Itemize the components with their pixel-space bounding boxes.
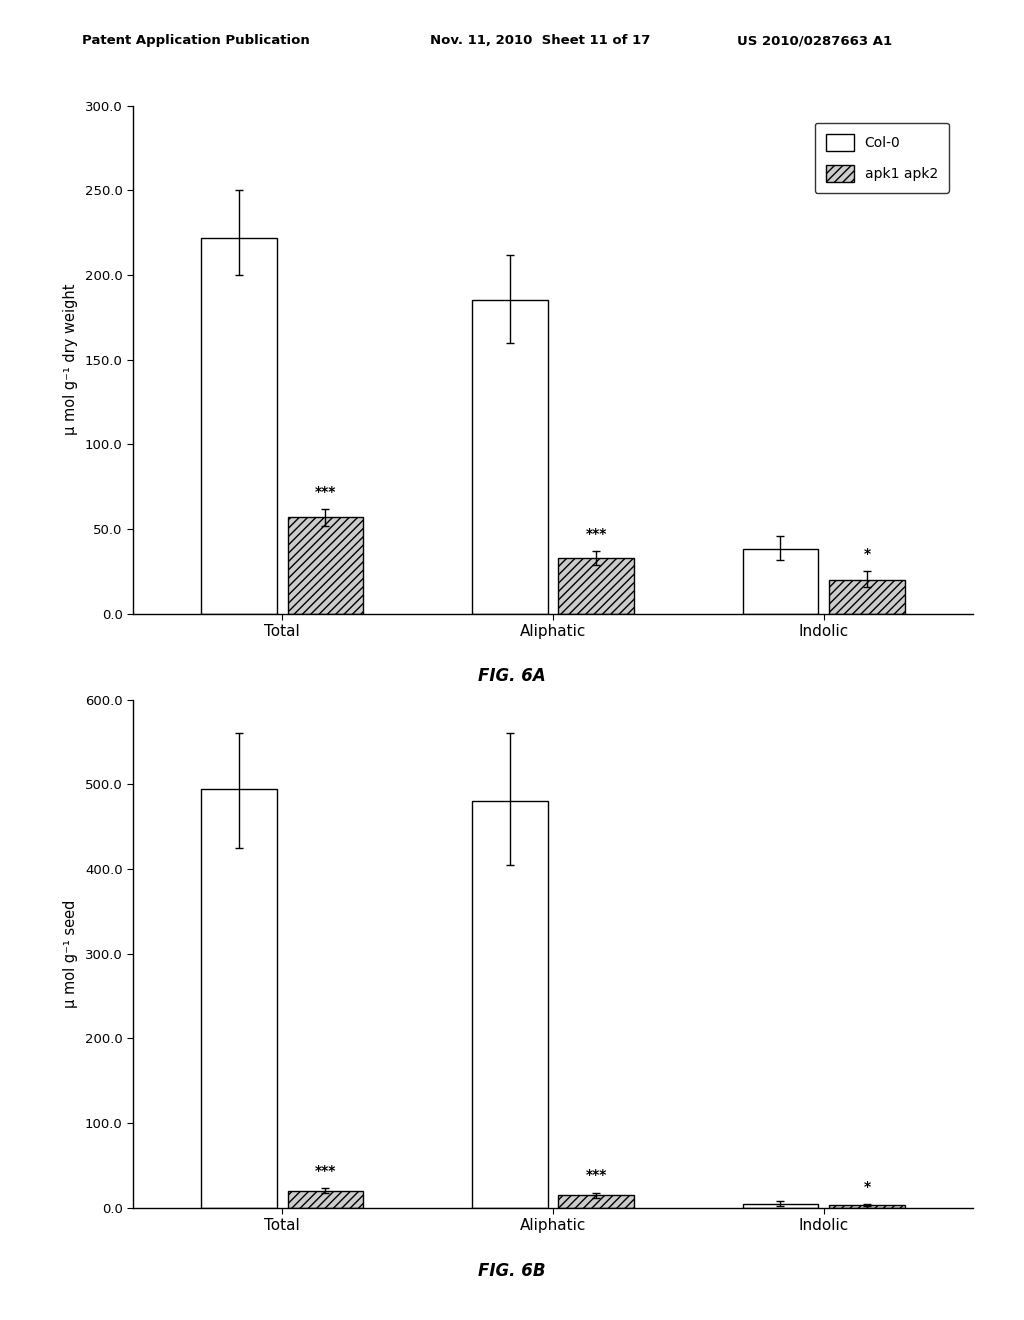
Bar — [201, 788, 276, 1208]
Bar — [742, 1204, 818, 1208]
Text: ***: *** — [586, 1168, 607, 1183]
Bar — [558, 558, 634, 614]
Text: ***: *** — [314, 1164, 336, 1179]
Y-axis label: μ mol g⁻¹ seed: μ mol g⁻¹ seed — [63, 899, 78, 1008]
Bar — [288, 1191, 364, 1208]
Legend: Col-0, apk1 apk2: Col-0, apk1 apk2 — [815, 123, 949, 193]
Bar — [558, 1195, 634, 1208]
Bar — [829, 1205, 905, 1208]
Bar — [829, 579, 905, 614]
Bar — [201, 238, 276, 614]
Text: ***: *** — [314, 484, 336, 499]
Text: Nov. 11, 2010  Sheet 11 of 17: Nov. 11, 2010 Sheet 11 of 17 — [430, 34, 650, 48]
Text: *: * — [863, 1180, 870, 1195]
Text: ***: *** — [586, 527, 607, 541]
Text: FIG. 6B: FIG. 6B — [478, 1262, 546, 1280]
Bar — [742, 549, 818, 614]
Bar — [472, 301, 548, 614]
Y-axis label: μ mol g⁻¹ dry weight: μ mol g⁻¹ dry weight — [62, 284, 78, 436]
Bar — [472, 801, 548, 1208]
Text: *: * — [863, 548, 870, 561]
Bar — [288, 517, 364, 614]
Text: US 2010/0287663 A1: US 2010/0287663 A1 — [737, 34, 892, 48]
Text: FIG. 6A: FIG. 6A — [478, 667, 546, 685]
Text: Patent Application Publication: Patent Application Publication — [82, 34, 309, 48]
